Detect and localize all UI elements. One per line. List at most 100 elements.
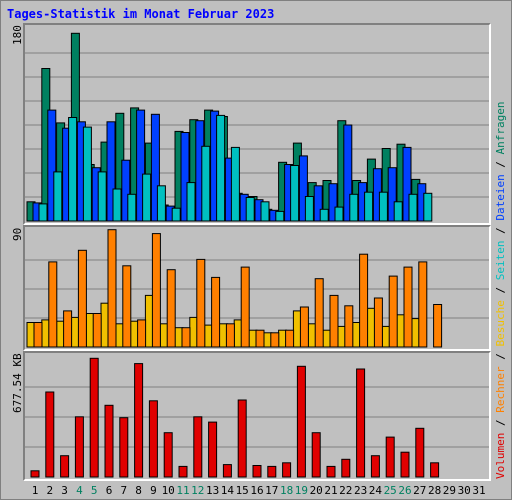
- x-tick-label: 8: [135, 484, 142, 497]
- pages-bar: [275, 210, 285, 222]
- hosts-bar: [63, 310, 73, 348]
- panel-volume: [23, 351, 491, 481]
- pages-bar: [393, 201, 403, 222]
- x-tick-label: 2: [46, 484, 53, 497]
- pages-bar: [304, 196, 314, 222]
- volume-bar: [282, 462, 292, 478]
- files-bar: [136, 109, 146, 222]
- hosts-bar: [77, 249, 87, 348]
- volume-bar: [267, 465, 277, 478]
- hosts-bar: [196, 258, 206, 348]
- files-bar: [180, 132, 190, 222]
- x-tick-label: 22: [339, 484, 352, 497]
- volume-bar: [134, 363, 144, 478]
- volume-bar: [370, 455, 380, 478]
- chart-title: Tages-Statistik im Monat Februar 2023: [7, 7, 275, 21]
- hosts-bar: [122, 265, 132, 348]
- x-tick-label: 15: [236, 484, 249, 497]
- volume-bar: [104, 404, 114, 478]
- hosts-bar: [373, 297, 383, 348]
- files-bar: [121, 159, 131, 222]
- x-tick-label: 31: [472, 484, 485, 497]
- legend-entry: Dateien: [494, 174, 507, 221]
- pages-bar: [68, 117, 78, 222]
- x-tick-label: 27: [413, 484, 426, 497]
- volume-bar: [30, 470, 40, 478]
- x-tick-label: 23: [354, 484, 367, 497]
- files-bar: [313, 185, 323, 222]
- hosts-bar: [33, 322, 43, 348]
- volume-bar: [430, 462, 440, 478]
- x-tick-label: 11: [176, 484, 189, 497]
- x-tick-label: 17: [265, 484, 278, 497]
- x-tick-label: 10: [162, 484, 175, 497]
- volume-bar: [237, 399, 247, 478]
- pages-bar: [319, 208, 329, 222]
- pages-bar: [216, 114, 226, 222]
- x-tick-label: 1: [32, 484, 39, 497]
- volume-bar: [148, 400, 158, 478]
- volume-bar: [356, 368, 366, 478]
- legend-entry: /: [494, 220, 507, 241]
- files-bar: [387, 167, 397, 222]
- files-bar: [106, 121, 116, 222]
- volume-chart: [25, 357, 489, 478]
- files-bar: [402, 146, 412, 222]
- files-bar: [328, 183, 338, 222]
- files-bar: [47, 109, 57, 222]
- legend-entry: Besuche: [494, 300, 507, 347]
- legend-entry: Volumen: [494, 432, 507, 479]
- legend-entry: Anfragen: [494, 101, 507, 155]
- volume-bar: [89, 357, 99, 478]
- x-tick-label: 13: [206, 484, 219, 497]
- chart-legend: Volumen / Rechner / Besuche / Seiten / D…: [494, 101, 507, 479]
- hosts-bar: [107, 229, 117, 348]
- volume-bar: [208, 421, 218, 478]
- hosts-bar: [255, 329, 265, 348]
- hosts-bar: [285, 329, 295, 348]
- pages-bar: [142, 173, 152, 222]
- hosts-bar: [433, 304, 443, 348]
- volume-bar: [163, 432, 173, 478]
- volume-bar: [252, 465, 262, 478]
- pages-bar: [112, 188, 122, 222]
- pages-bar: [97, 171, 107, 222]
- volume-bar: [415, 427, 425, 478]
- x-tick-label: 26: [398, 484, 411, 497]
- pages-bar: [38, 203, 48, 222]
- volume-bar: [400, 451, 410, 478]
- hosts-bar: [137, 319, 147, 348]
- volume-bar: [311, 432, 321, 478]
- pages-bar: [349, 193, 359, 222]
- hosts-bar: [151, 233, 161, 348]
- x-tick-label: 7: [120, 484, 127, 497]
- pages-bar: [378, 191, 388, 222]
- pages-bar: [201, 145, 211, 222]
- x-tick-label: 25: [384, 484, 397, 497]
- pages-bar: [230, 146, 240, 222]
- pages-bar: [156, 185, 166, 222]
- hosts-bar: [329, 294, 339, 348]
- volume-bar: [119, 417, 129, 478]
- volume-bar: [178, 465, 188, 478]
- volume-bar: [74, 416, 84, 478]
- pages-bar: [186, 182, 196, 222]
- x-tick-label: 4: [76, 484, 83, 497]
- volume-bar: [326, 465, 336, 478]
- hosts-bar: [240, 266, 250, 348]
- pages-bar: [408, 193, 418, 222]
- x-tick-label: 30: [458, 484, 471, 497]
- x-tick-label: 14: [221, 484, 235, 497]
- x-tick-label: 21: [324, 484, 337, 497]
- files-bar: [150, 113, 160, 222]
- x-tick-label: 28: [428, 484, 441, 497]
- hosts-bar: [314, 278, 324, 348]
- hosts-bar: [92, 313, 102, 348]
- files-bar: [298, 155, 308, 222]
- pages-bar: [171, 207, 181, 222]
- hosts-bar: [166, 269, 176, 348]
- pages-bar: [127, 193, 137, 222]
- x-axis-day-labels: 1 2 3 4 5 6 7 8 9 10 11 12 13 14 15 16 17 18 19 20 21 22 23 24 2…: [32, 484, 486, 497]
- pages-bar: [334, 206, 344, 222]
